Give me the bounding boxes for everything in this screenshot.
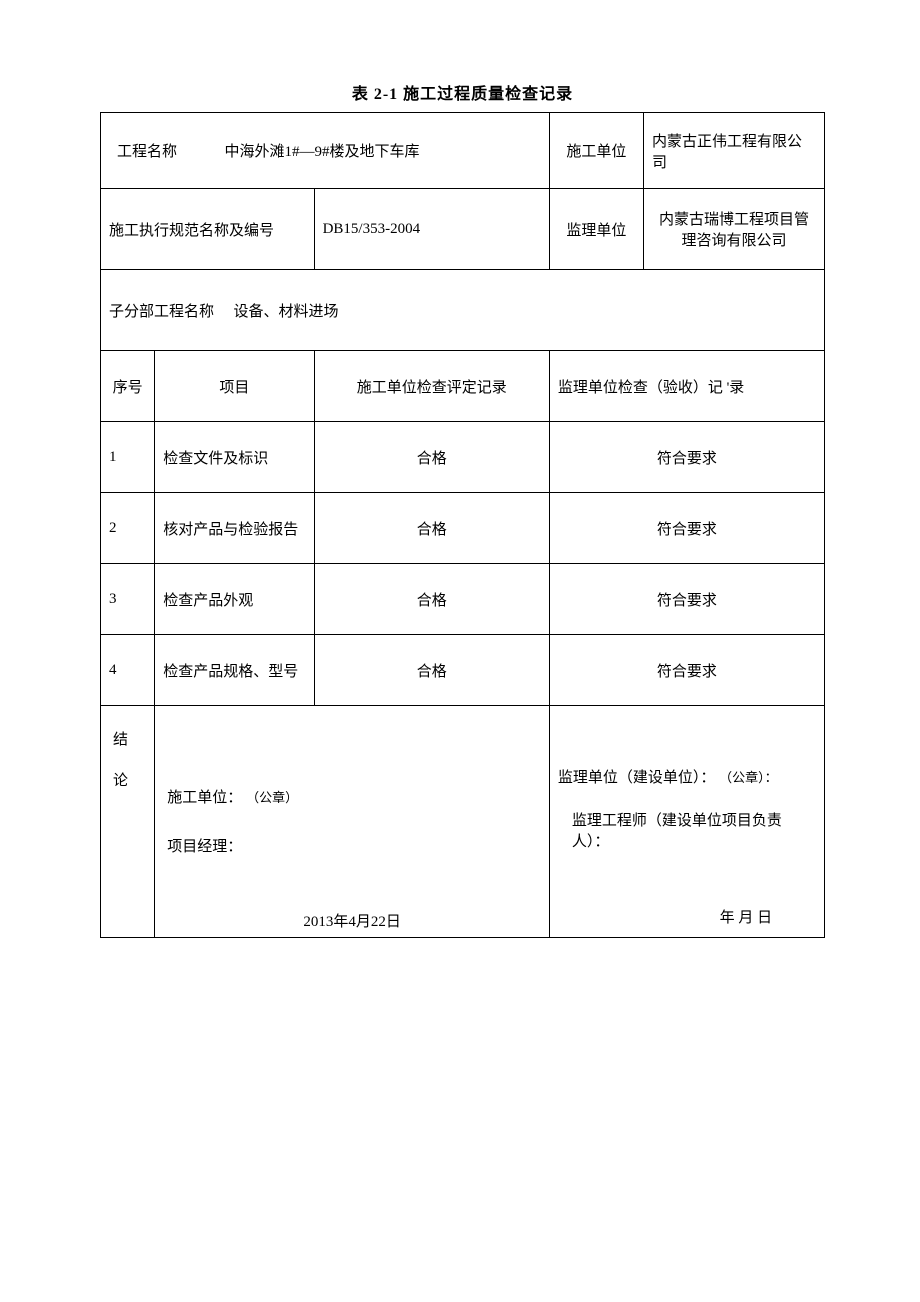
page: 表 2-1 施工过程质量检查记录 工程名称 中海外滩1#—9#楼及地下车库 施工… xyxy=(0,0,920,978)
col-supervision-record: 监理单位检查（验收）记 '录 xyxy=(549,351,824,422)
col-item: 项目 xyxy=(155,351,314,422)
supervision-unit-signoff: 监理单位（建设单位）： xyxy=(558,770,716,786)
cell-seq: 2 xyxy=(101,493,155,564)
supervision-unit: 内蒙古瑞博工程项目管 理咨询有限公司 xyxy=(643,189,824,270)
subsection-value: 设备、材料进场 xyxy=(234,304,339,320)
subsection-cell: 子分部工程名称 设备、材料进场 xyxy=(101,270,825,351)
table-row: 2 核对产品与检验报告 合格 符合要求 xyxy=(101,493,825,564)
spec-value: DB15/353-2004 xyxy=(314,189,549,270)
construction-unit-signoff: 施工单位： xyxy=(167,790,242,806)
cell-item: 检查产品外观 xyxy=(155,564,314,635)
project-name: 中海外滩1#—9#楼及地下车库 xyxy=(225,144,420,160)
col-seq: 序号 xyxy=(101,351,155,422)
cell-seq: 4 xyxy=(101,635,155,706)
construction-unit-label: 施工单位 xyxy=(549,113,643,189)
left-date: 2013年4月22日 xyxy=(155,910,549,931)
subsection-label: 子分部工程名称 xyxy=(109,304,214,320)
cell-construction: 合格 xyxy=(314,564,549,635)
conclusion-left-cell: 施工单位： （公章） 项目经理： 2013年4月22日 xyxy=(155,706,550,938)
supervision-unit-label: 监理单位 xyxy=(549,189,643,270)
cell-supervision: 符合要求 xyxy=(549,422,824,493)
header-row-1: 工程名称 中海外滩1#—9#楼及地下车库 施工单位 内蒙古正伟工程有限公 司 xyxy=(101,113,825,189)
table-row: 1 检查文件及标识 合格 符合要求 xyxy=(101,422,825,493)
cell-supervision: 符合要求 xyxy=(549,493,824,564)
cell-seq: 1 xyxy=(101,422,155,493)
cell-item: 检查文件及标识 xyxy=(155,422,314,493)
project-cell: 工程名称 中海外滩1#—9#楼及地下车库 xyxy=(101,113,550,189)
stamp-note-right: （公章）： xyxy=(719,770,778,785)
construction-unit: 内蒙古正伟工程有限公 司 xyxy=(643,113,824,189)
cell-construction: 合格 xyxy=(314,493,549,564)
cell-item: 核对产品与检验报告 xyxy=(155,493,314,564)
conclusion-label-bottom: 论 xyxy=(113,767,128,796)
right-date: 年 月 日 xyxy=(558,906,814,927)
cell-supervision: 符合要求 xyxy=(549,564,824,635)
conclusion-right-cell: 监理单位（建设单位）： （公章）： 监理工程师（建设单位项目负责人）： 年 月 … xyxy=(549,706,824,938)
conclusion-label-cell: 结 论 xyxy=(101,706,155,938)
spec-label: 施工执行规范名称及编号 xyxy=(101,189,315,270)
conclusion-row: 结 论 施工单位： （公章） 项目经理： 2013年4月22日 xyxy=(101,706,825,938)
table-row: 3 检查产品外观 合格 符合要求 xyxy=(101,564,825,635)
inspection-table: 工程名称 中海外滩1#—9#楼及地下车库 施工单位 内蒙古正伟工程有限公 司 施… xyxy=(100,112,825,938)
cell-construction: 合格 xyxy=(314,422,549,493)
cell-item: 检查产品规格、型号 xyxy=(155,635,314,706)
project-label: 工程名称 xyxy=(109,144,177,160)
table-title: 表 2-1 施工过程质量检查记录 xyxy=(100,80,825,104)
header-row-2: 施工执行规范名称及编号 DB15/353-2004 监理单位 内蒙古瑞博工程项目… xyxy=(101,189,825,270)
subsection-row: 子分部工程名称 设备、材料进场 xyxy=(101,270,825,351)
cell-supervision: 符合要求 xyxy=(549,635,824,706)
cell-seq: 3 xyxy=(101,564,155,635)
column-header-row: 序号 项目 施工单位检查评定记录 监理单位检查（验收）记 '录 xyxy=(101,351,825,422)
table-row: 4 检查产品规格、型号 合格 符合要求 xyxy=(101,635,825,706)
conclusion-label-top: 结 xyxy=(113,726,128,755)
cell-construction: 合格 xyxy=(314,635,549,706)
stamp-note: （公章） xyxy=(246,790,298,805)
col-construction-record: 施工单位检查评定记录 xyxy=(314,351,549,422)
project-manager-label: 项目经理： xyxy=(167,835,539,856)
supervision-engineer-label: 监理工程师（建设单位项目负责人）： xyxy=(558,809,814,851)
